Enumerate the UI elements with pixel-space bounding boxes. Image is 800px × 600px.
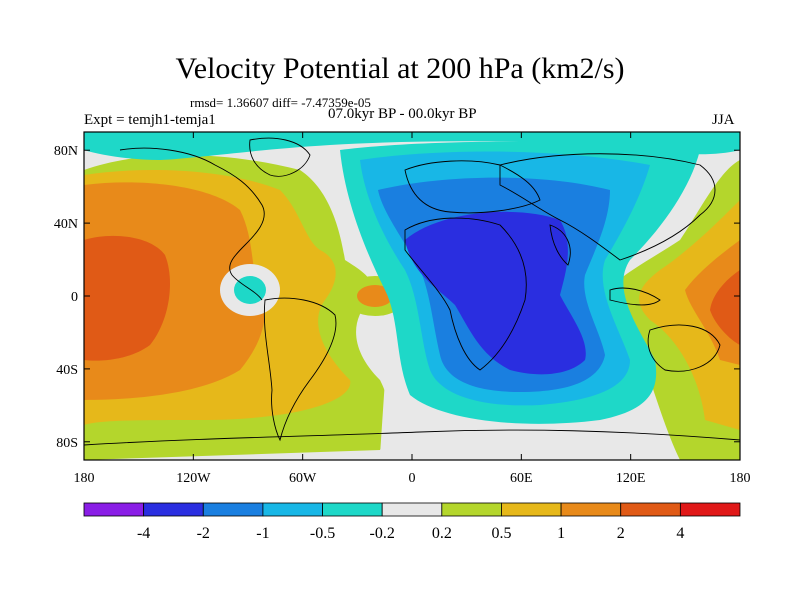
colorbar-swatch: [620, 502, 681, 517]
colorbar-swatch: [143, 502, 204, 517]
lat-label: 80N: [54, 144, 78, 159]
lon-label: 60E: [510, 471, 533, 486]
coast-indonesia: [609, 287, 661, 306]
lon-label: 0: [409, 471, 416, 486]
lon-label: 60W: [289, 471, 317, 486]
field-atlantic-blob-1: [357, 285, 393, 307]
lon-label: 180: [730, 471, 751, 486]
colorbar-swatch: [679, 502, 741, 517]
colorbar-swatch: [501, 502, 562, 517]
colorbar-swatch: [322, 502, 383, 517]
colorbar-label: -2: [197, 525, 210, 542]
lat-label: 0: [71, 290, 78, 305]
coast-australia: [647, 324, 721, 372]
colorbar-swatch: [560, 502, 622, 517]
field-southern-neutral: [380, 380, 665, 455]
colorbar-label: -1: [256, 525, 269, 542]
colorbar-label: 2: [617, 525, 625, 542]
colorbar-swatch: [83, 502, 145, 517]
velocity-potential-field: [84, 132, 740, 460]
coastlines: [84, 137, 740, 446]
coast-europe: [404, 160, 541, 214]
field-positive-2: [84, 235, 170, 361]
colorbar: -4 -2 -1 -0.5 -0.2 0.2 0.5 1 2 4: [83, 502, 741, 542]
coast-africa: [404, 217, 527, 371]
lon-label: 120E: [616, 471, 646, 486]
coast-antarctica: [84, 429, 740, 446]
stats-text: rmsd= 1.36607 diff= -7.47359e-05: [190, 95, 371, 110]
colorbar-label: -4: [137, 525, 150, 542]
field-arctic: [84, 132, 740, 160]
colorbar-label: 0.5: [491, 525, 511, 542]
coast-north-america: [119, 147, 265, 301]
field-positive-right-2: [710, 270, 740, 345]
coast-south-america: [263, 297, 337, 442]
field-negative-2: [405, 211, 586, 375]
field-central-america-neg: [234, 276, 266, 304]
experiment-label: Expt = temjh1-temja1: [84, 112, 216, 128]
colorbar-label: 1: [557, 525, 565, 542]
colorbar-swatch: [202, 502, 264, 517]
coast-greenland: [249, 137, 311, 177]
lon-label: 180: [74, 471, 95, 486]
colorbar-label: -0.2: [370, 525, 395, 542]
coast-asia: [499, 153, 716, 261]
map-title: Velocity Potential at 200 hPa (km2/s): [175, 52, 625, 85]
colorbar-label: 4: [676, 525, 684, 542]
period-label: 07.0kyr BP - 00.0kyr BP: [328, 106, 477, 122]
coast-india: [549, 224, 571, 266]
lat-label: 80S: [56, 436, 78, 451]
lat-label: 40S: [56, 363, 78, 378]
colorbar-swatch: [441, 502, 502, 517]
colorbar-swatch: [262, 502, 323, 517]
field-positive-right-05: [639, 200, 740, 430]
longitude-axis: 180 120W 60W 0 60E 120E 180: [74, 132, 751, 486]
colorbar-swatch: [381, 502, 443, 517]
lat-label: 40N: [54, 217, 78, 232]
colorbar-label: 0.2: [432, 525, 452, 542]
season-label: JJA: [712, 112, 735, 128]
colorbar-label: -0.5: [310, 525, 335, 542]
lon-label: 120W: [176, 471, 211, 486]
latitude-axis: 80N 40N 0 40S 80S: [54, 144, 740, 451]
